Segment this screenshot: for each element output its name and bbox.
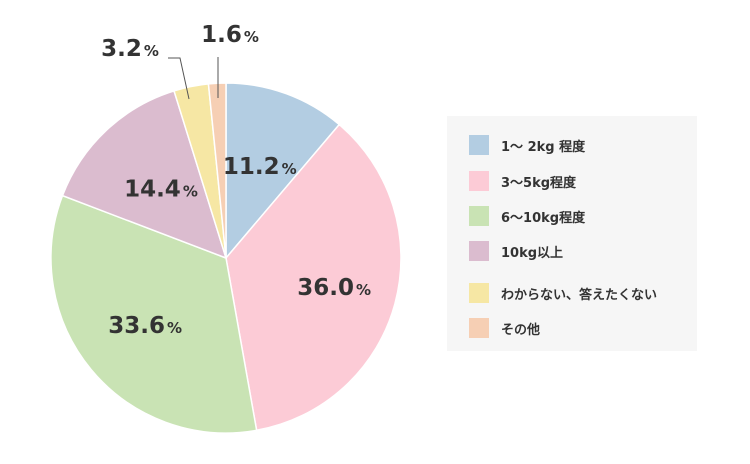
- pie-slice: [50, 194, 258, 434]
- legend-item-unknown: わからない、答えたくない: [469, 283, 657, 303]
- legend-item-3-5kg: 3～5kg程度: [469, 171, 576, 191]
- legend-label: 3～5kg程度: [501, 175, 577, 191]
- pie-slice: [61, 89, 228, 260]
- legend-swatch: [469, 206, 489, 226]
- legend: 1～ 2kg 程度 3～5kg程度 6～10kg程度 10kg以上 わからない、…: [447, 116, 697, 351]
- legend-label: 1～ 2kg 程度: [501, 139, 586, 155]
- legend-item-1-2kg: 1～ 2kg 程度: [469, 135, 585, 155]
- leader-line: [168, 57, 190, 100]
- legend-label: 10kg以上: [501, 245, 564, 261]
- legend-label: その他: [501, 322, 541, 338]
- slice-value-label: 1.6%: [201, 22, 259, 48]
- legend-item-10kg-plus: 10kg以上: [469, 241, 563, 261]
- pie-slice: [225, 82, 341, 261]
- legend-label: 6～10kg程度: [501, 210, 586, 226]
- pie-slice: [225, 123, 402, 432]
- legend-item-6-10kg: 6～10kg程度: [469, 206, 585, 226]
- legend-item-other: その他: [469, 318, 540, 338]
- legend-swatch: [469, 283, 489, 303]
- slice-value-label: 36.0%: [297, 275, 371, 301]
- slice-value-label: 14.4%: [124, 177, 198, 203]
- legend-swatch: [469, 135, 489, 155]
- legend-swatch: [469, 241, 489, 261]
- legend-label: わからない、答えたくない: [501, 287, 658, 303]
- slice-value-label: 33.6%: [108, 313, 182, 339]
- pie-slice: [207, 82, 227, 259]
- slice-value-label: 11.2%: [223, 154, 297, 180]
- legend-swatch: [469, 318, 489, 338]
- slice-value-label: 3.2%: [101, 36, 159, 62]
- legend-swatch: [469, 171, 489, 191]
